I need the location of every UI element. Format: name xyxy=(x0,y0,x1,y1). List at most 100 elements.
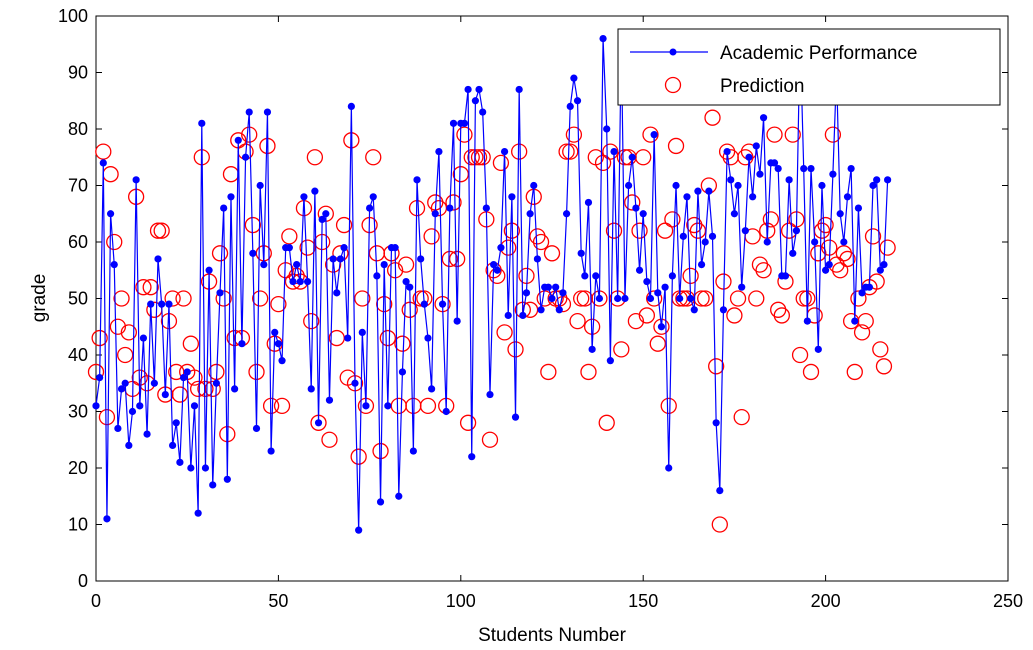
prediction-point xyxy=(215,290,232,307)
legend: Academic Performance Prediction xyxy=(617,28,1001,106)
academic-performance-point xyxy=(657,323,666,331)
prediction-point xyxy=(175,290,192,307)
prediction-point xyxy=(846,363,863,381)
prediction-point xyxy=(795,290,812,307)
academic-performance-point xyxy=(712,419,720,427)
academic-performance-point xyxy=(322,210,330,218)
academic-performance-point xyxy=(621,294,629,303)
academic-performance-point xyxy=(438,300,447,308)
academic-performance-point xyxy=(293,261,301,269)
academic-performance-point xyxy=(840,238,848,246)
academic-performance-point xyxy=(150,379,158,387)
academic-performance-point xyxy=(252,424,261,433)
academic-performance-point xyxy=(504,311,512,320)
prediction-point xyxy=(686,216,703,234)
academic-performance-point xyxy=(858,289,866,297)
academic-performance-point xyxy=(406,283,414,291)
y-tick-label: 0 xyxy=(78,571,88,591)
academic-performance-point xyxy=(818,181,826,190)
academic-performance-point xyxy=(610,148,618,156)
academic-performance-point xyxy=(552,283,560,291)
academic-performance-point xyxy=(843,193,852,201)
academic-performance-point xyxy=(303,277,312,286)
academic-performance-point xyxy=(694,187,702,195)
prediction-point xyxy=(824,126,842,143)
prediction-point xyxy=(817,216,834,234)
prediction-point xyxy=(449,250,466,268)
academic-performance-point xyxy=(544,283,552,291)
y-tick-label: 80 xyxy=(68,119,88,139)
academic-performance-point xyxy=(654,289,662,297)
prediction-point xyxy=(106,233,123,251)
prediction-point xyxy=(481,431,499,448)
academic-performance-point xyxy=(449,119,458,127)
prediction-point xyxy=(864,228,882,245)
academic-performance-point xyxy=(522,289,531,297)
academic-performance-point xyxy=(194,509,202,517)
academic-performance-point xyxy=(741,227,749,235)
prediction-point xyxy=(109,318,127,335)
academic-performance-point xyxy=(708,232,717,240)
academic-performance-point xyxy=(763,238,771,246)
prediction-point xyxy=(773,307,790,324)
academic-performance-point xyxy=(216,289,224,297)
academic-performance-point xyxy=(154,255,162,263)
prediction-point xyxy=(197,380,214,398)
prediction-point xyxy=(594,154,612,172)
academic-performance-point xyxy=(851,317,859,325)
academic-performance-point xyxy=(730,210,739,218)
academic-performance-point xyxy=(800,164,808,173)
academic-performance-point xyxy=(460,119,469,127)
academic-performance-point xyxy=(836,210,844,218)
prediction-point xyxy=(832,262,849,279)
prediction-point xyxy=(350,448,367,465)
academic-performance-point xyxy=(311,187,319,195)
academic-performance-point xyxy=(486,390,494,399)
academic-performance-point xyxy=(548,294,556,303)
prediction-point xyxy=(529,228,546,245)
academic-performance-point xyxy=(734,181,742,190)
academic-performance-point xyxy=(110,261,118,269)
prediction-point xyxy=(656,222,674,239)
prediction-point xyxy=(624,194,641,211)
academic-performance-point xyxy=(420,300,428,308)
academic-performance-point xyxy=(668,272,676,280)
academic-performance-point xyxy=(759,114,768,122)
academic-performance-point xyxy=(296,277,304,286)
prediction-point xyxy=(394,335,411,352)
prediction-point xyxy=(452,166,469,183)
academic-performance-point xyxy=(625,181,633,190)
academic-performance-point xyxy=(880,261,888,269)
prediction-point xyxy=(149,222,167,239)
academic-performance-point xyxy=(719,306,728,314)
academic-performance-point xyxy=(325,396,334,404)
prediction-point xyxy=(142,279,159,296)
prediction-point xyxy=(412,290,429,307)
academic-performance-point xyxy=(588,345,596,353)
academic-performance-point xyxy=(592,272,600,280)
academic-performance-point xyxy=(672,181,680,190)
academic-performance-point xyxy=(121,379,129,387)
academic-performance-point xyxy=(220,204,228,212)
prediction-point xyxy=(288,267,305,285)
academic-performance-point xyxy=(537,306,545,314)
prediction-point xyxy=(95,143,112,160)
prediction-point xyxy=(554,295,572,313)
academic-performance-point xyxy=(409,447,417,455)
academic-performance-point xyxy=(646,294,655,303)
prediction-point xyxy=(853,324,871,341)
academic-performance-point xyxy=(417,255,425,263)
prediction-point xyxy=(511,143,528,160)
prediction-point xyxy=(689,222,707,239)
academic-performance-point xyxy=(679,232,687,240)
academic-performance-point xyxy=(584,198,593,207)
academic-performance-point xyxy=(241,153,250,161)
prediction-point xyxy=(697,290,714,307)
academic-performance-point xyxy=(402,277,410,286)
academic-performance-point xyxy=(770,159,779,167)
academic-performance-point xyxy=(555,306,563,314)
prediction-point xyxy=(726,307,743,324)
academic-performance-point xyxy=(428,385,436,393)
academic-performance-point xyxy=(263,108,272,116)
